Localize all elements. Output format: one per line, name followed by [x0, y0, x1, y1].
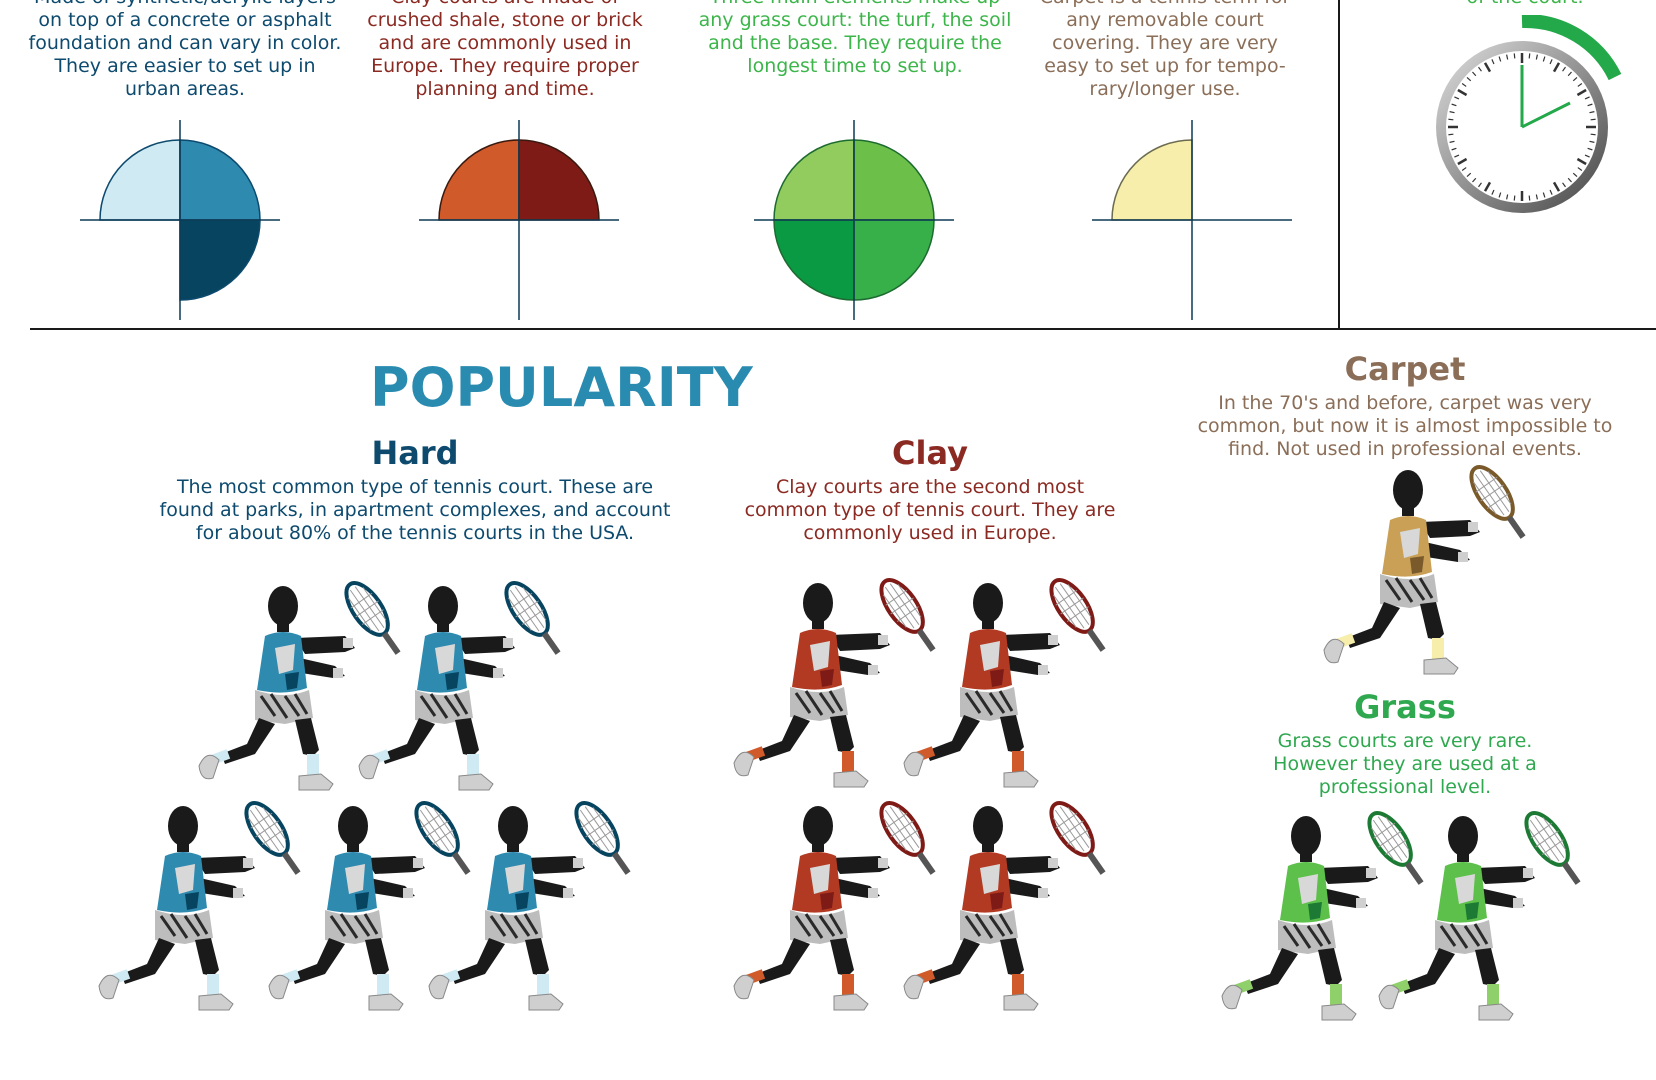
clay-player-icon [900, 575, 1130, 795]
hard-title: Hard [371, 434, 459, 472]
hard-quadrant-icon [80, 120, 280, 320]
section-divider [30, 328, 1656, 330]
popularity-title: POPULARITY [370, 356, 753, 419]
clock-caption: of the court. [1420, 0, 1630, 9]
clay-construction-desc: Clay courts are made of crushed shale, s… [367, 0, 643, 100]
hard-popularity-desc: The most common type of tennis court. Th… [159, 476, 671, 544]
carpet-construction-desc: Carpet is a tennis term for any removabl… [1040, 0, 1291, 100]
carpet-title: Carpet [1344, 350, 1466, 388]
grass-popularity-desc: Grass courts are very rare. However they… [1273, 730, 1537, 798]
carpet-popularity-desc: In the 70's and before, carpet was very … [1197, 392, 1613, 460]
clay-popularity-desc: Clay courts are the second most common t… [744, 476, 1116, 544]
clock-icon [1436, 15, 1622, 213]
grass-construction-desc: Three main elements make up any grass co… [698, 0, 1012, 77]
hard-player-icon [425, 798, 655, 1018]
hard-player-icon [355, 578, 585, 798]
carpet-quadrant-icon [1092, 120, 1292, 320]
grass-title: Grass [1354, 688, 1456, 726]
grass-quadrant-icon [754, 120, 954, 320]
vertical-divider [1338, 0, 1340, 330]
hard-construction-desc: Made of synthetic/acrylic layers on top … [28, 0, 342, 100]
grass-player-icon [1375, 808, 1605, 1028]
carpet-player-icon [1320, 462, 1550, 682]
clay-title: Clay [892, 434, 968, 472]
clay-quadrant-icon [419, 120, 619, 320]
clay-player-icon [900, 798, 1130, 1018]
